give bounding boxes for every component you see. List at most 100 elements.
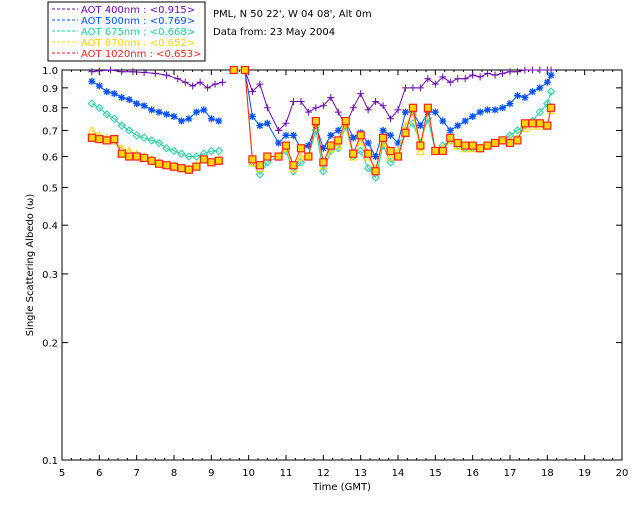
data-point (326, 141, 335, 150)
data-point (132, 152, 141, 161)
data-point (102, 136, 111, 145)
data-point (431, 108, 439, 116)
data-point (311, 116, 320, 126)
data-point (409, 84, 417, 92)
data-point (356, 146, 365, 156)
data-point (334, 136, 343, 145)
data-point (401, 84, 409, 92)
y-tick-label: 0.4 (42, 221, 58, 232)
series-line (233, 69, 552, 132)
data-point (364, 106, 372, 114)
data-point (140, 69, 148, 77)
data-point (379, 102, 387, 110)
data-point (416, 122, 424, 130)
data-point (327, 94, 335, 102)
data-point (282, 131, 290, 139)
data-point (139, 133, 149, 143)
x-tick-label: 20 (616, 468, 629, 479)
data-point (334, 108, 342, 116)
data-point (349, 149, 358, 158)
data-point (371, 167, 380, 176)
y-axis-label: Single Scattering Albedo (ω) (25, 194, 36, 337)
series-4 (87, 65, 556, 173)
data-point (304, 108, 312, 116)
data-point (521, 66, 529, 74)
data-point (499, 104, 507, 112)
data-point (387, 131, 395, 139)
data-point (177, 117, 185, 125)
data-point (521, 94, 529, 102)
data-point (423, 103, 432, 112)
data-point (393, 152, 403, 161)
data-point (349, 134, 357, 142)
data-point (401, 108, 409, 116)
x-tick-label: 10 (242, 468, 255, 479)
data-point (439, 73, 447, 81)
data-point (378, 138, 388, 147)
data-point (327, 131, 335, 139)
data-point (446, 133, 455, 142)
data-point (102, 110, 112, 119)
data-point (192, 108, 200, 116)
data-point (341, 116, 350, 126)
data-point (103, 88, 111, 96)
data-point (189, 82, 197, 90)
data-point (535, 107, 545, 117)
data-point (87, 99, 97, 108)
data-point (184, 165, 194, 174)
data-point (281, 141, 291, 150)
data-point (363, 163, 373, 173)
data-point (505, 138, 515, 148)
data-point (491, 106, 499, 114)
data-point (364, 149, 373, 158)
data-point (416, 146, 425, 155)
data-point (319, 102, 327, 110)
data-point (124, 126, 134, 135)
data-point (95, 134, 104, 144)
data-point (177, 149, 186, 158)
data-point (416, 84, 424, 92)
data-point (204, 84, 212, 92)
data-point (169, 162, 179, 171)
data-point (147, 156, 156, 165)
legend-entry: AOT 870nm : <0.652> (81, 38, 195, 49)
x-tick-label: 11 (280, 468, 293, 479)
data-point (476, 108, 484, 116)
data-point (275, 139, 283, 147)
data-point (371, 173, 380, 182)
data-point (214, 156, 223, 165)
data-point (88, 77, 96, 85)
data-point (483, 141, 492, 150)
data-point (192, 152, 201, 161)
data-point (461, 75, 469, 83)
data-point (490, 138, 500, 148)
data-point (513, 136, 522, 145)
data-point (386, 151, 395, 161)
data-point (263, 119, 271, 127)
data-point (162, 144, 171, 153)
data-point (476, 144, 485, 153)
data-point (263, 152, 272, 161)
x-tick-label: 15 (429, 468, 442, 479)
data-point (372, 153, 380, 161)
data-point (207, 158, 216, 167)
data-point (110, 114, 119, 123)
x-tick-label: 9 (208, 468, 214, 479)
series-5 (87, 65, 556, 176)
legend-entry: AOT 675nm : <0.668> (81, 27, 195, 38)
data-point (263, 104, 271, 112)
x-tick-label: 8 (171, 468, 177, 479)
data-point (248, 112, 256, 120)
data-point (219, 78, 227, 86)
data-point (379, 126, 387, 134)
data-point (334, 126, 342, 134)
data-point (163, 110, 171, 118)
data-point (240, 65, 250, 75)
legend: AOT 400nm : <0.915>AOT 500nm : <0.769>AO… (47, 1, 206, 62)
data-point (248, 155, 257, 164)
data-point (424, 75, 432, 83)
data-point (154, 138, 164, 148)
legend-entry: AOT 1020nm : <0.653> (81, 49, 201, 60)
data-point (319, 167, 328, 176)
data-point (319, 158, 328, 167)
